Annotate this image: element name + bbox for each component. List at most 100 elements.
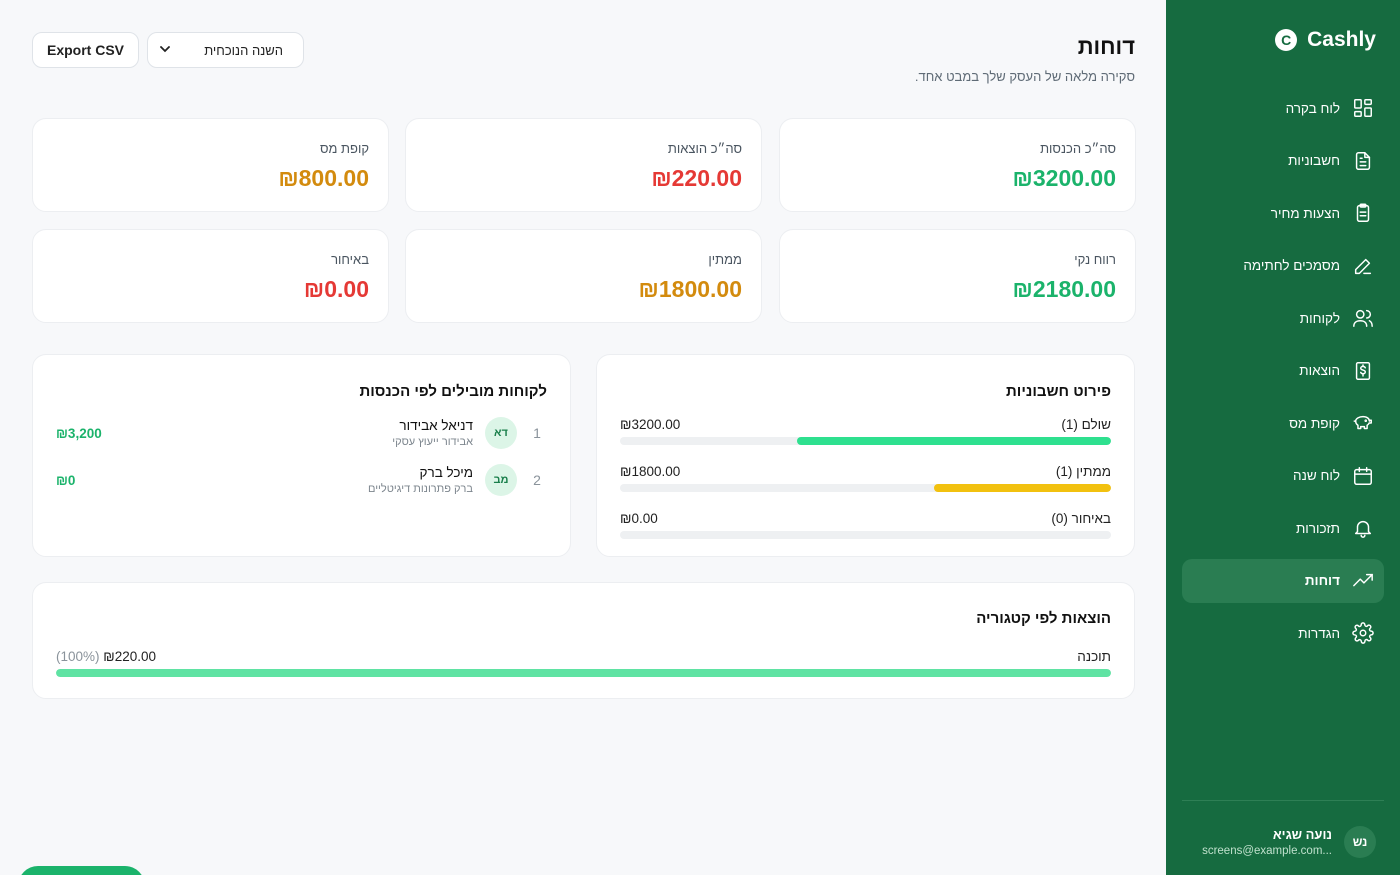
- stat-value: ₪220.00: [651, 165, 742, 191]
- sidebar-nav: לוח בקרה חשבוניות הצעות מחיר מסמכים לחתימה ל…: [1182, 86, 1384, 664]
- chevron-down-icon: [160, 45, 170, 56]
- clipboard-icon: [1352, 202, 1374, 224]
- sidebar-item-4[interactable]: לקוחות: [1182, 296, 1384, 340]
- sidebar-item-label: חשבוניות: [1288, 153, 1340, 168]
- piggy-bank-icon: [1352, 412, 1374, 434]
- stat-label: רווח נקי: [1074, 252, 1116, 267]
- client-revenue: ₪0: [56, 472, 76, 488]
- breakdown-progress-track: [620, 531, 1111, 539]
- sidebar-item-label: לקוחות: [1299, 310, 1340, 326]
- sidebar-item-3[interactable]: מסמכים לחתימה: [1182, 244, 1384, 288]
- stat-card-total-income: סה״כ הכנסות ₪3200.00: [779, 118, 1136, 212]
- expense-progress-fill: [56, 669, 1111, 677]
- user-email: screens@example.com...: [1202, 845, 1332, 857]
- stat-card-pending: ממתין ₪1800.00: [405, 229, 762, 323]
- user-profile[interactable]: נש נועה שגיא screens@example.com...: [1202, 826, 1376, 858]
- breakdown-status-label: שולם (1): [1061, 417, 1111, 432]
- user-name: נועה שגיא: [1272, 827, 1332, 842]
- invoice-breakdown-row: באיחור (0) ₪0.00: [620, 511, 1111, 539]
- sidebar-item-10[interactable]: הגדרות: [1182, 611, 1384, 655]
- trending-up-icon: [1352, 570, 1374, 592]
- client-rank: 2: [533, 472, 541, 488]
- sidebar-item-label: תזכורות: [1295, 520, 1340, 536]
- sidebar-item-1[interactable]: חשבוניות: [1182, 139, 1384, 183]
- brand[interactable]: C Cashly: [1275, 28, 1376, 52]
- expenses-by-category-card: הוצאות לפי קטגוריה תוכנה (100%) ₪220.00: [32, 582, 1135, 699]
- page-title: דוחות: [1077, 34, 1135, 59]
- expense-category-amount: ₪220.00: [103, 649, 157, 664]
- sidebar-item-6[interactable]: קופת מס: [1182, 401, 1384, 445]
- sidebar-divider: [1182, 800, 1384, 801]
- sidebar-item-label: לוח בקרה: [1285, 100, 1340, 116]
- breakdown-progress-track: [620, 484, 1111, 492]
- sidebar-item-label: קופת מס: [1289, 415, 1340, 431]
- sidebar-item-9[interactable]: דוחות: [1182, 558, 1384, 603]
- client-row[interactable]: 1 דא דניאל אבידור אבידור ייעוץ עסקי ₪3,200: [56, 417, 547, 449]
- floating-action-button[interactable]: [18, 866, 145, 875]
- stat-value: ₪1800.00: [638, 276, 742, 302]
- stat-value: ₪3200.00: [1012, 165, 1116, 191]
- sidebar-item-0[interactable]: לוח בקרה: [1182, 86, 1384, 130]
- calendar-icon: [1352, 465, 1374, 487]
- stat-value: ₪800.00: [278, 165, 369, 191]
- receipt-icon: [1352, 360, 1374, 382]
- invoice-breakdown-title: פירוט חשבוניות: [1006, 383, 1111, 400]
- page-subtitle: סקירה מלאה של העסק שלך במבט אחד.: [914, 69, 1135, 84]
- client-revenue: ₪3,200: [56, 425, 102, 441]
- dashboard-grid-icon: [1352, 97, 1374, 119]
- stat-card-overdue: באיחור ₪0.00: [32, 229, 389, 323]
- users-icon: [1352, 307, 1374, 329]
- sidebar-item-5[interactable]: הוצאות: [1182, 349, 1384, 393]
- period-select[interactable]: השנה הנוכחית: [147, 32, 304, 68]
- stat-label: קופת מס: [319, 141, 369, 156]
- breakdown-progress-track: [620, 437, 1111, 445]
- stat-card-net-profit: רווח נקי ₪2180.00: [779, 229, 1136, 323]
- export-csv-button[interactable]: Export CSV: [32, 32, 139, 68]
- stat-value: ₪0.00: [303, 276, 369, 302]
- invoice-breakdown-row: שולם (1) ₪3200.00: [620, 417, 1111, 445]
- invoice-breakdown-card: פירוט חשבוניות שולם (1) ₪3200.00 ממתין (1)…: [596, 354, 1135, 557]
- client-rank: 1: [533, 425, 541, 441]
- breakdown-status-label: ממתין (1): [1055, 464, 1111, 479]
- expenses-by-category-title: הוצאות לפי קטגוריה: [976, 610, 1111, 627]
- stat-label: באיחור: [331, 252, 369, 267]
- gear-icon: [1352, 622, 1374, 644]
- expense-category-percent: (100%): [56, 649, 100, 664]
- breakdown-amount: ₪0.00: [620, 511, 658, 526]
- breakdown-progress-fill: [796, 437, 1111, 445]
- sidebar-item-2[interactable]: הצעות מחיר: [1182, 191, 1384, 235]
- avatar: מב: [485, 464, 517, 496]
- stat-label: סה״כ הוצאות: [667, 141, 742, 156]
- invoice-breakdown-row: ממתין (1) ₪1800.00: [620, 464, 1111, 492]
- client-name: מיכל ברק: [419, 465, 473, 480]
- client-company: אבידור ייעוץ עסקי: [392, 436, 473, 448]
- sidebar-item-7[interactable]: לוח שנה: [1182, 454, 1384, 498]
- client-company: ברק פתרונות דיגיטליים: [367, 483, 473, 495]
- stat-label: סה״כ הכנסות: [1040, 141, 1116, 156]
- expense-progress-track: [56, 669, 1111, 677]
- stat-card-tax-fund: קופת מס ₪800.00: [32, 118, 389, 212]
- sidebar-item-label: הצעות מחיר: [1270, 205, 1340, 221]
- sidebar: C Cashly לוח בקרה חשבוניות הצעות מחיר מסמכי…: [1166, 0, 1400, 875]
- top-clients-title: לקוחות מובילים לפי הכנסות: [359, 383, 547, 400]
- sidebar-item-label: דוחות: [1304, 573, 1340, 588]
- bell-icon: [1352, 517, 1374, 539]
- sidebar-item-label: לוח שנה: [1293, 468, 1340, 483]
- sidebar-item-label: הוצאות: [1299, 363, 1340, 378]
- avatar: נש: [1344, 826, 1376, 858]
- avatar: דא: [485, 417, 517, 449]
- period-select-value: השנה הנוכחית: [204, 42, 283, 58]
- expense-category-total: (100%) ₪220.00: [56, 649, 156, 664]
- top-clients-card: לקוחות מובילים לפי הכנסות 1 דא דניאל אבידו…: [32, 354, 571, 557]
- expense-category-label: תוכנה: [1077, 649, 1111, 664]
- stat-card-total-expenses: סה״כ הוצאות ₪220.00: [405, 118, 762, 212]
- expense-category-row: תוכנה (100%) ₪220.00: [56, 649, 1111, 677]
- client-row[interactable]: 2 מב מיכל ברק ברק פתרונות דיגיטליים ₪0: [56, 464, 547, 496]
- pen-icon: [1352, 255, 1374, 277]
- document-icon: [1352, 150, 1374, 172]
- client-name: דניאל אבידור: [399, 418, 473, 433]
- brand-logo-icon: C: [1275, 29, 1298, 51]
- sidebar-item-8[interactable]: תזכורות: [1182, 506, 1384, 550]
- sidebar-item-label: מסמכים לחתימה: [1243, 258, 1340, 273]
- breakdown-status-label: באיחור (0): [1051, 511, 1111, 526]
